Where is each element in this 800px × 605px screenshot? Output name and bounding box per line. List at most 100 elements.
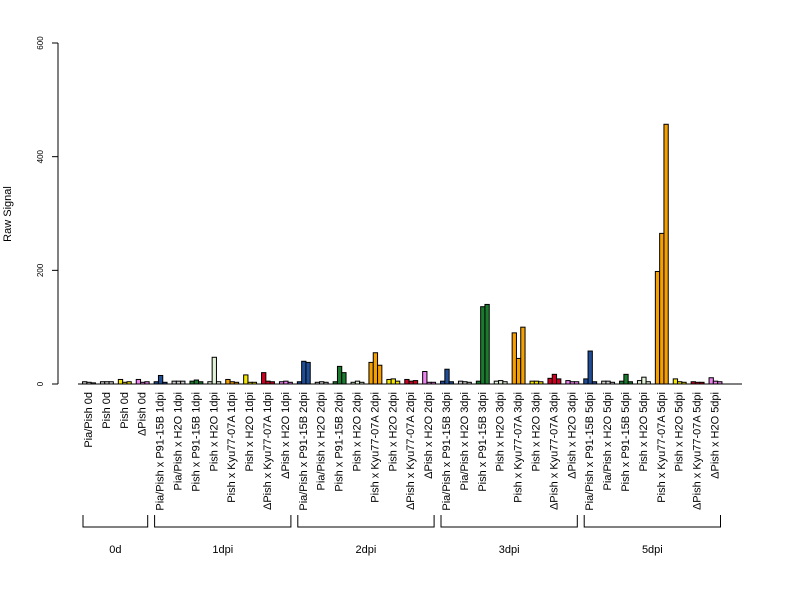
bracket-line [440, 515, 578, 528]
x-tick-label: Pia/Pish x P91-15B 5dpi [584, 392, 596, 511]
bar [390, 378, 396, 385]
bar [157, 374, 164, 385]
bar-group [493, 380, 508, 385]
bar-group [654, 123, 669, 385]
bar-group [225, 378, 240, 385]
x-tick-label: Pia/Pish x H2O 5dpi [602, 392, 614, 490]
bar-group [440, 368, 454, 385]
x-tick-label: Pia/Pish x H2O 2dpi [316, 392, 328, 490]
bar [484, 303, 490, 385]
x-tick-label: Pish x Kyu77-07A 3dpi [513, 392, 525, 503]
x-tick-labels: Pia/Pish 0d Pish 0d Pish 0d ΔPish 0d Pia/Pis… [83, 392, 722, 511]
bar [515, 357, 522, 385]
bar [480, 306, 486, 385]
x-tick-label: Pish x H2O 1dpi [244, 392, 256, 471]
x-tick-label: ΔPish 0d [137, 392, 149, 436]
y-tick-label: 600 [36, 36, 45, 50]
group-label: 1dpi [212, 544, 233, 556]
x-tick-label: Pish x P91-15B 2dpi [334, 392, 346, 492]
bar [372, 352, 379, 385]
bar-group [261, 372, 275, 385]
bar-group [296, 360, 311, 385]
x-tick-label: ΔPish x Kyu77-07A 5dpi [692, 392, 704, 510]
group-bracket: 3dpi [440, 515, 578, 556]
bar [556, 378, 562, 385]
x-tick-label: Pia/Pish x P91-15B 2dpi [298, 392, 310, 511]
x-tick-label: Pish x P91-15B 3dpi [477, 392, 489, 492]
x-tick-label: Pish x H2O 2dpi [387, 392, 399, 471]
bar [663, 123, 669, 385]
bar [583, 378, 589, 385]
x-tick-label: ΔPish x H2O 2dpi [423, 392, 435, 479]
bar [386, 378, 392, 385]
x-tick-label: ΔPish x Kyu77-07A 2dpi [405, 392, 417, 510]
bar [444, 368, 450, 385]
bar-group [404, 378, 419, 385]
bar [243, 374, 249, 385]
group-label: 3dpi [499, 544, 520, 556]
x-tick-label: Pish x H2O 3dpi [531, 392, 543, 471]
x-tick-label: ΔPish x Kyu77-07A 3dpi [548, 392, 560, 510]
bracket-line [583, 515, 721, 528]
bar [672, 378, 679, 385]
bar-group [583, 350, 598, 385]
bar [547, 377, 553, 385]
bar [636, 380, 643, 385]
group-bracket: 5dpi [583, 515, 721, 556]
group-label: 5dpi [642, 544, 663, 556]
bar-group [690, 381, 705, 385]
x-tick-label: Pia/Pish x P91-15B 3dpi [441, 392, 453, 511]
bar-group [189, 379, 204, 385]
bar [587, 350, 593, 385]
x-tick-label: Pish x Kyu77-07A 1dpi [226, 392, 238, 503]
x-tick-label: ΔPish x H2O 3dpi [566, 392, 578, 479]
bar-group [153, 374, 168, 385]
bar [641, 376, 647, 385]
x-tick-label: Pish x P91-15B 5dpi [620, 392, 632, 492]
bar [511, 332, 517, 385]
bar-group [636, 376, 651, 385]
bar-group [565, 380, 580, 385]
x-tick-label: Pish x P91-15B 1dpi [190, 392, 202, 492]
bar-group [135, 378, 150, 385]
bar-group [117, 378, 132, 385]
group-label: 0d [109, 544, 121, 556]
bracket-line [297, 515, 435, 528]
bar [708, 377, 714, 385]
bar [659, 232, 665, 385]
bar [261, 372, 267, 385]
bar [404, 378, 410, 385]
y-tick-label: 200 [36, 263, 45, 277]
bar-group [207, 356, 222, 385]
bars [82, 123, 723, 385]
bar-group [422, 370, 437, 385]
bar [336, 365, 343, 385]
x-tick-label: Pish 0d [101, 392, 113, 429]
bracket-line [82, 515, 149, 528]
bar-group [672, 378, 687, 385]
x-tick-label: ΔPish x H2O 1dpi [280, 392, 292, 479]
bar [225, 378, 231, 385]
x-tick-label: Pia/Pish x H2O 1dpi [173, 392, 185, 490]
bar-group [386, 378, 401, 385]
bar [422, 370, 428, 385]
x-tick-label: Pish x Kyu77-07A 2dpi [369, 392, 381, 503]
bar-group [368, 352, 383, 385]
bar [565, 380, 571, 385]
x-tick-label: Pish x Kyu77-07A 5dpi [656, 392, 668, 503]
bar-group [243, 374, 258, 385]
bar [341, 372, 347, 385]
bar [193, 379, 200, 385]
y-axis-label: Raw Signal [2, 186, 14, 242]
group-bracket: 2dpi [297, 515, 435, 556]
group-label: 2dpi [356, 544, 377, 556]
x-tick-label: Pish x H2O 5dpi [674, 392, 686, 471]
bar-group [332, 365, 347, 385]
bar [412, 380, 419, 385]
bar [623, 373, 629, 385]
x-tick-label: ΔPish x H2O 5dpi [710, 392, 722, 479]
bar [301, 360, 307, 385]
x-tick-label: Pia/Pish 0d [83, 392, 95, 448]
y-axis: 0 200 400 600 [36, 36, 59, 386]
